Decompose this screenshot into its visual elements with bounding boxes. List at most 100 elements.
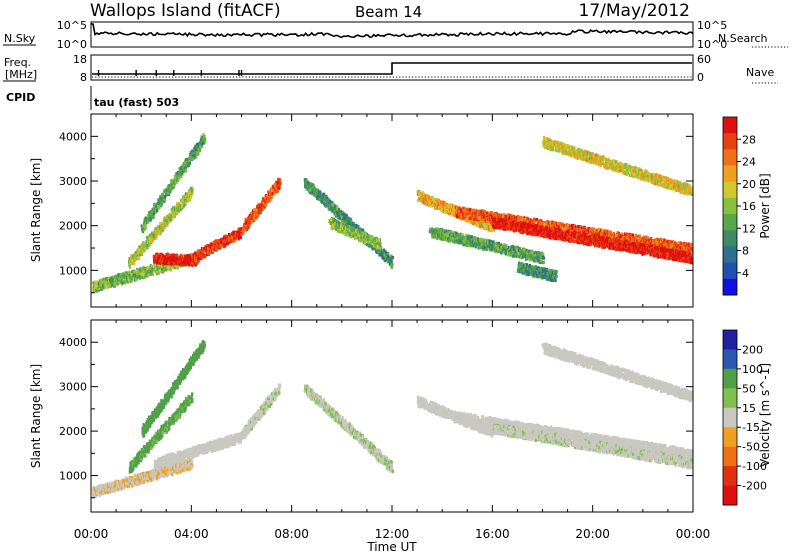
echo-cell [205, 249, 208, 253]
echo-cell [271, 194, 274, 198]
echo-cell [206, 252, 209, 256]
echo-cell [178, 176, 181, 180]
echo-cell [217, 243, 220, 247]
noise-left-tick-low: 10^0 [57, 38, 87, 51]
echo-cell [154, 227, 157, 231]
echo-cell [223, 242, 226, 247]
echo-cell [172, 216, 175, 220]
echo-cell [135, 257, 138, 261]
echo-cell [245, 220, 248, 224]
echo-cell [278, 178, 281, 182]
echo-cell [216, 245, 219, 250]
echo-cell [136, 275, 139, 279]
echo-cell [207, 252, 210, 256]
echo-cell [184, 200, 188, 204]
echo-cell [120, 276, 123, 280]
echo-cell [168, 253, 171, 257]
echo-cell [182, 195, 185, 199]
echo-cell [470, 235, 474, 239]
echo-cell [203, 247, 206, 251]
echo-cell [220, 238, 223, 242]
echo-cell [128, 263, 131, 267]
echo-cell [151, 214, 154, 218]
echo-cell [175, 253, 178, 258]
echo-cell [237, 227, 240, 231]
echo-cell [152, 215, 155, 219]
echo-cell [194, 256, 197, 260]
echo-cell [132, 275, 136, 279]
noise-sky-line [91, 23, 694, 39]
echo-cell [159, 221, 162, 225]
echo-cell [112, 278, 115, 282]
echo-cell [153, 260, 156, 264]
echo-cell [272, 191, 275, 196]
echo-cell [135, 277, 138, 281]
echo-cell [129, 265, 132, 269]
echo-cell [94, 281, 97, 285]
echo-cell [135, 252, 138, 256]
noise-panel-frame [90, 21, 694, 48]
echo-cell [169, 189, 172, 193]
echo-cell [223, 240, 226, 244]
echo-cell [187, 255, 190, 259]
echo-cell [150, 216, 153, 220]
echo-cell [121, 281, 124, 285]
echo-cell [351, 227, 354, 232]
echo-cell [168, 261, 171, 265]
echo-cell [110, 280, 113, 284]
echo-cell [234, 238, 237, 242]
echo-cell [140, 252, 144, 256]
echo-cell [154, 262, 157, 267]
echo-cell [92, 289, 95, 293]
echo-cell [144, 275, 147, 279]
echo-cell [191, 192, 194, 196]
echo-cell [170, 256, 173, 260]
echo-cell [177, 260, 180, 264]
echo-cell [182, 198, 185, 202]
echo-cell [140, 243, 143, 247]
echo-cell [244, 218, 247, 222]
echo-cell [162, 262, 165, 266]
echo-cell [145, 218, 148, 222]
echo-cell [107, 279, 110, 284]
echo-cell [259, 204, 262, 208]
echo-cell [173, 258, 176, 263]
echo-cell [178, 202, 181, 206]
echo-cell [269, 199, 272, 203]
echo-cell [273, 188, 276, 192]
echo-cell [188, 189, 191, 193]
echo-cell [191, 187, 194, 191]
echo-cell [186, 195, 189, 200]
echo-cell [218, 246, 221, 250]
echo-cell [164, 220, 167, 225]
echo-cell [130, 257, 133, 261]
echo-cell [173, 262, 176, 266]
echo-cell [191, 259, 194, 264]
echo-cell [184, 165, 187, 169]
echo-cell [271, 188, 274, 193]
echo-cell [156, 232, 159, 236]
echo-cell [158, 263, 161, 267]
echo-cell [168, 184, 171, 188]
echo-cell [169, 217, 172, 221]
echo-cell [192, 262, 195, 266]
echo-cell [183, 254, 186, 258]
echo-cell [222, 239, 225, 243]
echo-cell [154, 206, 157, 210]
echo-cell [155, 256, 158, 260]
echo-cell [209, 244, 212, 248]
echo-cell [505, 244, 508, 248]
echo-cell [137, 248, 140, 252]
echo-cell [123, 280, 126, 284]
echo-cell [264, 199, 267, 203]
echo-cell [230, 238, 233, 242]
echo-cell [157, 271, 161, 275]
freq-line [92, 62, 692, 75]
echo-cell [227, 241, 230, 245]
echo-cell [158, 206, 161, 210]
echo-cell [144, 268, 148, 272]
echo-cell [390, 265, 393, 269]
echo-cell [210, 242, 213, 246]
echo-cell [157, 198, 160, 202]
